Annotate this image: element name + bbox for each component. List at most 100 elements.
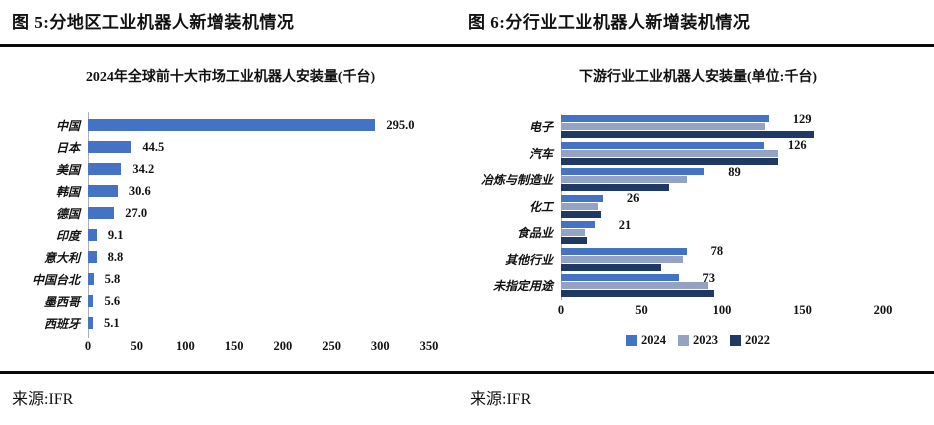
bar	[88, 119, 376, 131]
bar	[88, 207, 115, 219]
bar-row: 21	[561, 217, 883, 232]
bar-row	[561, 157, 883, 165]
bar-2023	[561, 202, 599, 210]
bar-2022	[561, 210, 602, 218]
bar-row: 73	[561, 271, 883, 284]
x-tick-label: 50	[130, 339, 143, 353]
bar	[88, 273, 94, 285]
x-tick-label: 100	[712, 303, 732, 317]
chart-industries-x-axis: 0 50 100 150 200	[558, 303, 893, 321]
value-label: 129	[792, 111, 812, 126]
category-label: 其他行业	[504, 252, 553, 267]
bar-row: 126	[561, 138, 883, 152]
chart-row: 墨西哥 5.6	[8, 290, 453, 312]
value-label: 44.5	[142, 139, 165, 154]
value-label: 295.0	[386, 117, 415, 132]
figure6-heading: 图 6:分行业工业机器人新增装机情况	[468, 13, 751, 32]
bar-row	[561, 123, 883, 130]
category-label: 西班牙	[43, 316, 80, 331]
value-label: 21	[618, 217, 632, 232]
bar-2024	[561, 194, 603, 202]
legend-label: 2022	[745, 333, 770, 347]
bar-2023	[561, 229, 586, 236]
bar-2024	[561, 221, 595, 228]
bar-2024	[561, 141, 764, 149]
bar-area: 9.1	[88, 224, 429, 246]
bar-area: 34.2	[88, 158, 429, 180]
bar	[88, 251, 97, 263]
bar-2022	[561, 131, 814, 138]
legend-item: 2024	[626, 333, 666, 348]
bar-row	[561, 210, 883, 218]
bar	[88, 185, 118, 197]
chart-row: 德国 27.0	[8, 202, 453, 224]
bar-2024	[561, 247, 687, 255]
source-right: 来源:IFR	[470, 391, 532, 408]
bar-2022	[561, 237, 587, 244]
value-label: 5.1	[103, 315, 120, 330]
bottom-rule	[0, 371, 934, 374]
bar-area: 30.6	[88, 180, 429, 202]
chart-regions: 2024年全球前十大市场工业机器人安装量(千台) 中国 295.0 日本 44.5 美国…	[8, 56, 453, 357]
figure5-heading: 图 5:分地区工业机器人新增装机情况	[12, 13, 295, 32]
legend-label: 2023	[693, 333, 718, 347]
category-label: 印度	[55, 228, 80, 243]
bar-2023	[561, 149, 779, 157]
x-tick-label: 350	[419, 339, 439, 353]
bar-2024	[561, 115, 769, 122]
category-label: 日本	[55, 140, 80, 155]
bar-2022	[561, 157, 779, 165]
chart-row: 日本 44.5	[8, 136, 453, 158]
x-tick-label: 200	[873, 303, 893, 317]
bar-row	[561, 149, 883, 157]
top-rule	[0, 44, 934, 47]
bar-2024	[561, 274, 679, 281]
legend-swatch	[730, 335, 741, 346]
chart-group: 冶炼与制造业 89	[468, 164, 928, 192]
value-label: 126	[787, 138, 807, 152]
chart-industries-plot: 电子 129 汽车 126 冶炼与制造业 89 化工 26 食品业 21 其他行业 78 未指定用途 73	[468, 111, 928, 300]
bar-2023	[561, 282, 708, 289]
bar-row: 26	[561, 192, 883, 204]
x-tick-label: 300	[370, 339, 390, 353]
value-label: 27.0	[125, 205, 148, 220]
bar-group: 78	[561, 245, 883, 271]
x-tick-label: 150	[224, 339, 244, 353]
x-tick-label: 50	[635, 303, 648, 317]
bar-area: 5.8	[88, 268, 429, 290]
category-label: 中国	[55, 118, 80, 133]
x-tick-label: 100	[176, 339, 195, 353]
value-label: 8.8	[107, 249, 124, 264]
bar	[88, 141, 132, 153]
bar-row: 129	[561, 111, 883, 126]
bar-group: 26	[561, 192, 883, 218]
category-label: 电子	[528, 120, 553, 134]
chart-group: 化工 26	[468, 192, 928, 219]
value-label: 89	[728, 164, 741, 179]
bar	[88, 163, 122, 175]
category-label: 冶炼与制造业	[480, 173, 553, 187]
category-label: 汽车	[528, 146, 553, 161]
value-label: 5.6	[104, 293, 121, 308]
bar-row	[561, 255, 883, 263]
bar-area: 27.0	[88, 202, 429, 224]
chart-row: 西班牙 5.1	[8, 312, 453, 334]
x-tick-label: 0	[84, 339, 92, 353]
chart-group: 汽车 126	[468, 138, 928, 166]
bar-row	[561, 229, 883, 236]
bar-row	[561, 282, 883, 289]
chart-group: 其他行业 78	[468, 245, 928, 272]
category-label: 意大利	[43, 250, 80, 265]
bar-area: 5.6	[88, 290, 429, 312]
chart-row: 韩国 30.6	[8, 180, 453, 202]
bar-row: 78	[561, 245, 883, 257]
bar	[88, 295, 94, 307]
bar-row	[561, 263, 883, 271]
chart-row: 美国 34.2	[8, 158, 453, 180]
bar-group: 126	[561, 138, 883, 165]
bar-2022	[561, 184, 669, 191]
bar-area: 295.0	[88, 114, 429, 136]
category-label: 中国台北	[31, 272, 80, 287]
chart-regions-x-axis: 0 50 100 150 200 250 300 350	[84, 339, 439, 357]
legend-label: 2024	[641, 333, 666, 347]
